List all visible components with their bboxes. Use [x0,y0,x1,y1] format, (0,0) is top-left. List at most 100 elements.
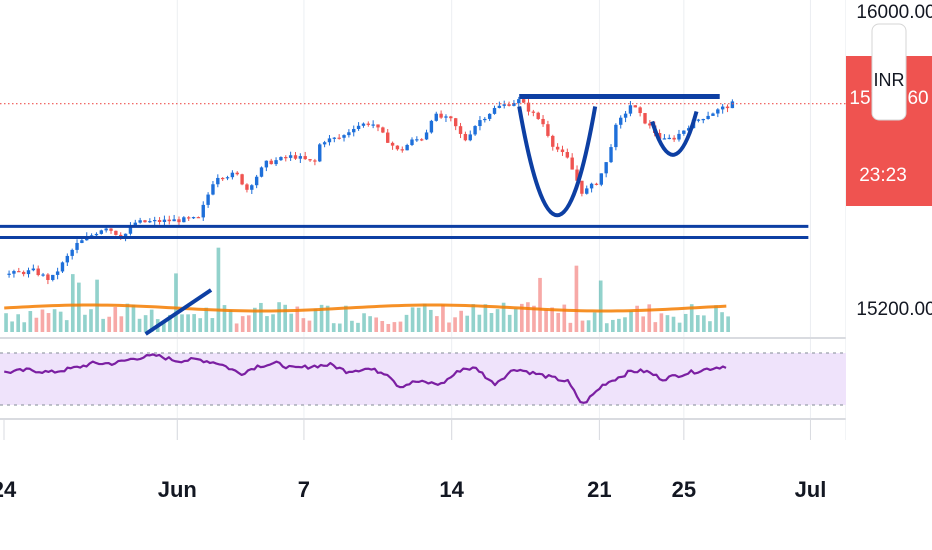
candle-body [41,274,45,276]
volume-bar [592,312,597,332]
volume-bar [289,313,294,332]
trend-line[interactable] [144,288,213,336]
candle-body [177,219,181,223]
candle-body [536,112,540,119]
volume-pane [4,247,730,332]
candle-body [352,129,356,133]
candle-body [453,118,458,127]
handle-pattern-arc[interactable] [650,110,699,157]
candle-body [162,219,167,222]
candle-body [419,139,424,141]
volume-bar [10,321,14,332]
volume-bar [344,305,348,332]
candle-body [94,233,99,236]
candle-body [623,113,628,118]
time-axis: 24 Jun 7 14 21 25 Jul [0,420,826,502]
candle-body [667,137,671,140]
candle-body [439,113,443,118]
volume-bar [168,314,172,332]
candle-body [80,240,84,243]
volume-bar [307,320,312,332]
candle-body [114,230,118,235]
volume-bar [222,305,227,332]
volume-bar [119,316,124,332]
candle-body [662,138,667,140]
volume-bar [562,304,567,332]
volume-bar [659,313,664,332]
volume-bar [404,314,409,332]
volume-bar [392,322,397,332]
candle-body [36,268,40,276]
candle-body [293,155,298,159]
volume-bar [611,319,615,332]
candle-body [405,144,409,151]
candle-body [570,157,574,170]
candle-body [521,99,526,103]
volume-bar [702,315,706,332]
volume-bar [362,313,366,332]
volume-bar [465,315,470,332]
candle-body [575,169,579,181]
candle-body [599,173,604,185]
candle-body [235,172,239,175]
candle-body [245,184,249,190]
rsi-pane [0,352,846,406]
candle-body [157,220,162,222]
candle-body [706,115,710,120]
candle-body [682,130,686,134]
time-tick-label: 14 [439,477,464,502]
currency-badge[interactable]: INR [871,23,907,121]
volume-bar [459,310,463,332]
candle-body [65,255,70,263]
candle-body [216,177,220,185]
candle-body [167,219,171,222]
candle-body [463,133,468,141]
candle-body [186,217,191,219]
volume-bar [507,314,512,332]
volume-bar [337,323,342,332]
candle-body [444,116,448,118]
volume-bar [234,323,239,332]
volume-bar [137,318,142,332]
candle-body [201,204,205,218]
candle-body [424,132,429,140]
candle-body [230,172,235,178]
price-tick-label: 15200.00 [856,299,932,320]
volume-bar [410,307,415,332]
candle-body [75,242,79,250]
volume-bar [34,317,39,332]
volume-bar [653,322,658,332]
volume-bar [350,320,354,332]
volume-bar [526,302,530,332]
candle-body [356,125,361,130]
volume-bar [677,322,682,332]
volume-bar [635,305,639,332]
candle-body [172,219,176,222]
candle-body [381,127,385,133]
candle-body [517,99,521,104]
volume-moving-average-line [4,303,727,313]
volume-bar [4,313,8,332]
volume-bar [513,308,518,332]
candle-body [60,262,65,272]
volume-bar [265,316,269,332]
volume-bar [416,307,421,332]
volume-bar [641,316,645,332]
candle-body [633,105,637,108]
volume-bar [428,309,433,332]
volume-bar [647,304,652,332]
candle-body [254,176,259,186]
candle-body [720,106,725,110]
volume-bar [617,318,621,332]
candle-body [133,222,137,227]
candle-body [672,137,676,140]
candle-body [17,271,21,273]
volume-bar [489,313,494,332]
volume-bar [453,317,457,332]
volume-bar [726,316,730,332]
volume-bar [192,314,196,332]
cup-pattern-arc[interactable] [517,106,598,218]
candle-body [711,113,715,116]
